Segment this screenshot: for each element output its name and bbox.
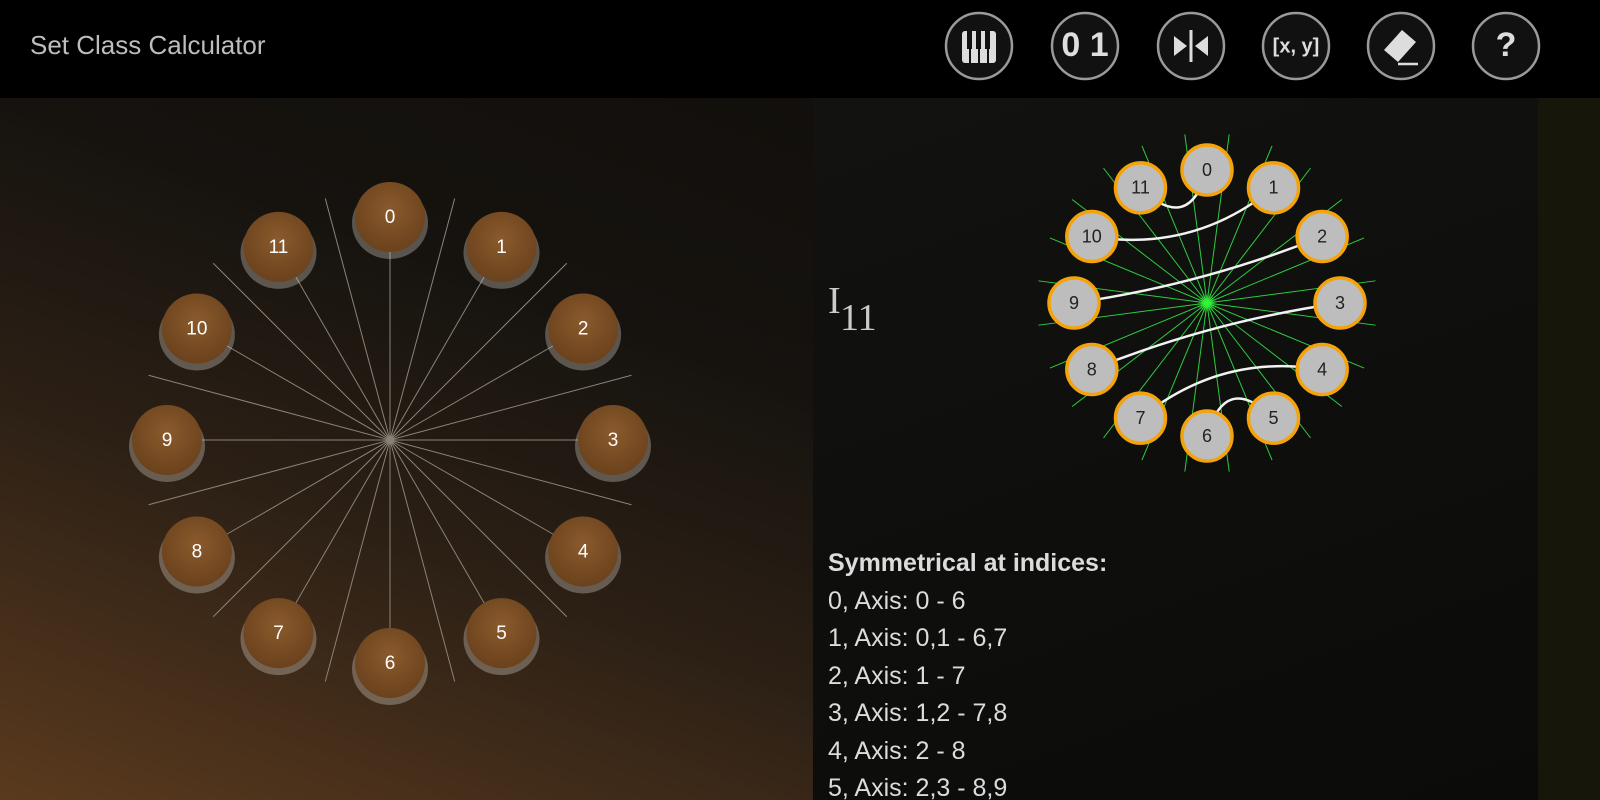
axis-line	[148, 439, 391, 506]
pitch-label: 9	[1069, 293, 1079, 313]
axis-line	[389, 439, 632, 506]
piano-button[interactable]	[944, 11, 1014, 81]
pitch-node[interactable]	[355, 182, 425, 252]
axis-line	[148, 374, 391, 441]
pitch-label: 0	[1202, 160, 1212, 180]
pitch-label: 11	[1131, 178, 1150, 198]
axis-line	[389, 198, 456, 441]
eraser-button[interactable]	[1366, 11, 1436, 81]
pitch-node[interactable]	[1295, 342, 1349, 397]
symmetry-item: 0, Axis: 0 - 6	[828, 586, 966, 615]
header-button[interactable]	[1050, 11, 1120, 81]
pitch-node[interactable]	[1180, 409, 1234, 463]
header-button[interactable]	[1261, 11, 1331, 81]
pitch-node[interactable]	[1113, 391, 1168, 445]
pitch-label: 6	[385, 653, 396, 674]
header-button[interactable]	[1471, 11, 1541, 81]
pitch-node[interactable]	[1180, 143, 1234, 197]
axis-line	[389, 374, 632, 441]
pitch-label: 10	[186, 319, 207, 340]
pitch-node[interactable]	[243, 211, 314, 282]
pitch-node[interactable]	[161, 293, 232, 364]
pitch-label: 1	[496, 237, 507, 258]
pitch-node[interactable]	[1313, 276, 1367, 330]
axis-line	[294, 439, 391, 605]
pitch-node[interactable]	[1246, 161, 1301, 215]
connection	[1073, 235, 1323, 305]
symmetry-item: 4, Axis: 2 - 8	[828, 736, 966, 765]
pitch-label: 11	[269, 237, 289, 258]
axis-line	[212, 262, 391, 441]
axis-line	[324, 439, 391, 682]
pitch-node[interactable]	[578, 405, 648, 475]
axis-line	[212, 439, 391, 618]
pitch-label: 0	[385, 207, 396, 228]
pitch-node[interactable]	[1246, 391, 1301, 445]
right-panel	[813, 98, 1538, 800]
inversion-label: I	[828, 280, 841, 322]
axis-line	[389, 439, 555, 536]
axis-line	[324, 198, 391, 441]
axis-line	[389, 439, 456, 682]
pitch-node[interactable]	[1065, 209, 1119, 264]
pitch-label: 8	[192, 542, 203, 563]
axis-line	[389, 439, 568, 618]
symmetry-item: 3, Axis: 1,2 - 7,8	[828, 699, 1008, 727]
mirror-button[interactable]	[1156, 11, 1226, 81]
pitch-node[interactable]	[466, 598, 537, 669]
side-strip	[1538, 98, 1600, 800]
pitch-label: 4	[1317, 359, 1327, 379]
header-button-label[interactable]: [x, y]	[1273, 35, 1320, 57]
pitch-label: 7	[273, 623, 284, 644]
pitch-label: 10	[1082, 226, 1102, 246]
axis-line	[225, 344, 391, 441]
symmetry-list: Symmetrical at indices: 0, Axis: 0 - 6 1,…	[828, 545, 1107, 800]
axis-line	[389, 344, 555, 441]
inversion-index: 11	[840, 297, 877, 339]
header-button-label[interactable]: 0 1	[1061, 26, 1108, 64]
pitch-label: 3	[1335, 293, 1345, 313]
pitch-label: 8	[1087, 359, 1097, 379]
pitch-label: 5	[496, 623, 507, 644]
pitch-node[interactable]	[1295, 209, 1349, 264]
connection	[1091, 301, 1341, 371]
header-button-label[interactable]: ?	[1496, 26, 1517, 64]
symmetry-item: 1, Axis: 0,1 - 6,7	[828, 624, 1008, 652]
symmetry-heading: Symmetrical at indices:	[828, 549, 1108, 577]
pitch-label: 2	[578, 319, 589, 340]
pitch-node[interactable]	[466, 211, 537, 282]
axis-line	[225, 439, 391, 536]
pitch-node[interactable]	[548, 516, 619, 587]
pitch-node[interactable]	[1113, 161, 1168, 215]
pitch-node[interactable]	[1065, 342, 1119, 397]
pitch-label: 7	[1135, 408, 1145, 428]
axis-line	[389, 262, 568, 441]
pitch-label: 5	[1268, 408, 1278, 428]
pitch-node[interactable]	[355, 628, 425, 698]
symmetry-item: 5, Axis: 2,3 - 8,9	[828, 774, 1008, 800]
center-glow	[1197, 293, 1217, 313]
pitch-label: 4	[578, 542, 589, 563]
pitch-node[interactable]	[243, 598, 314, 669]
axis-line	[294, 275, 391, 441]
pitch-label: 6	[1202, 426, 1212, 446]
header: Set Class Calculator	[0, 0, 1600, 98]
pitch-node[interactable]	[161, 516, 232, 587]
pitch-node[interactable]	[548, 293, 619, 364]
pitch-node[interactable]	[132, 405, 202, 475]
app-title: Set Class Calculator	[30, 30, 266, 60]
pitch-label: 9	[162, 430, 173, 451]
pitch-node[interactable]	[1047, 276, 1101, 330]
pitch-label: 3	[608, 430, 619, 451]
symmetry-item: 2, Axis: 1 - 7	[828, 661, 966, 690]
pitch-label: 1	[1268, 178, 1278, 198]
axis-line	[389, 275, 486, 441]
axis-line	[389, 439, 486, 605]
pitch-label: 2	[1317, 226, 1327, 246]
